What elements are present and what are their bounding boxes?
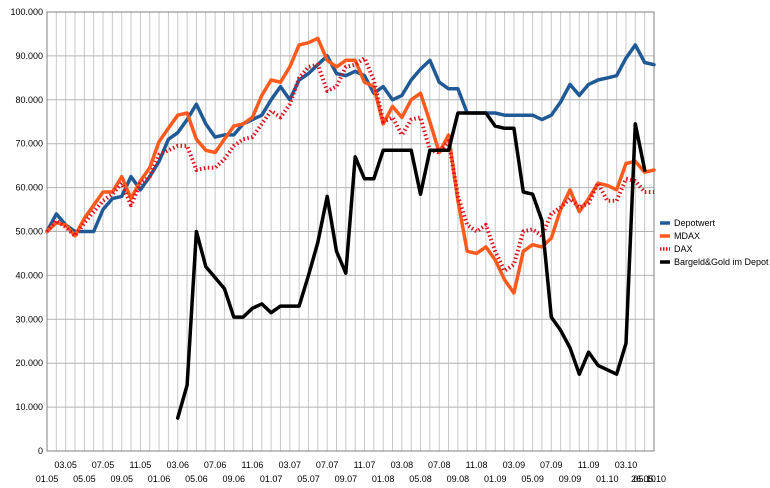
- y-tick-label: 100.000: [10, 7, 43, 17]
- y-tick-label: 60.000: [15, 183, 43, 193]
- y-tick-label: 30.000: [15, 314, 43, 324]
- series-lines: [45, 36, 656, 420]
- legend-label: DAX: [674, 244, 693, 254]
- legend-label: Bargeld&Gold im Depot: [674, 257, 769, 267]
- series-line-2: [45, 36, 656, 295]
- x-tick-label-bottom: 05.10: [633, 474, 656, 484]
- y-tick-label: 80.000: [15, 95, 43, 105]
- series-line-1: [45, 43, 656, 234]
- x-tick-label-top: 11.07: [354, 460, 376, 470]
- legend-label: Depotwert: [674, 218, 716, 228]
- x-tick-label-top: 11.08: [466, 460, 488, 470]
- x-tick-label-top: 03.07: [279, 460, 302, 470]
- x-tick-label-end: 26.05.10: [631, 474, 666, 484]
- x-tick-label-bottom: 09.06: [223, 474, 246, 484]
- x-tick-label-bottom: 01.05: [36, 474, 59, 484]
- x-tick-label-bottom: 01.10: [596, 474, 619, 484]
- legend: Depotwert MDAX DAX Bargeld&Gold im Depot: [660, 218, 769, 267]
- x-tick-label-bottom: 09.07: [335, 474, 358, 484]
- y-tick-label: 50.000: [15, 227, 43, 237]
- series-line-4: [175, 111, 647, 420]
- x-tick-label-top: 11.05: [129, 460, 151, 470]
- x-tick-label-bottom: 05.05: [73, 474, 96, 484]
- x-tick-label-top: 11.09: [578, 460, 600, 470]
- x-tick-label-top: 03.08: [391, 460, 414, 470]
- x-tick-label-bottom: 05.07: [297, 474, 320, 484]
- x-tick-label-top: 03.05: [54, 460, 77, 470]
- y-tick-label: 0: [38, 446, 43, 456]
- y-tick-label: 40.000: [15, 270, 43, 280]
- x-tick-label-top: 03.06: [166, 460, 189, 470]
- x-tick-label-top: 03.10: [615, 460, 638, 470]
- x-tick-label-top: 07.07: [316, 460, 339, 470]
- y-tick-label: 70.000: [15, 139, 43, 149]
- x-tick-label-bottom: 01.09: [484, 474, 507, 484]
- x-tick-label-bottom: 05.08: [409, 474, 432, 484]
- x-tick-label-top: 07.08: [428, 460, 451, 470]
- x-tick-label-bottom: 01.08: [372, 474, 395, 484]
- x-tick-label-top: 03.09: [503, 460, 526, 470]
- x-tick-label-bottom: 09.05: [110, 474, 133, 484]
- x-tick-label-top: 07.09: [540, 460, 563, 470]
- legend-label: MDAX: [674, 231, 700, 241]
- y-tick-label: 10.000: [15, 402, 43, 412]
- x-tick-label-top: 07.06: [204, 460, 227, 470]
- x-tick-label-bottom: 09.09: [559, 474, 582, 484]
- y-tick-label: 90.000: [15, 51, 43, 61]
- x-tick-label-top: 11.06: [242, 460, 264, 470]
- x-tick-label-bottom: 05.09: [521, 474, 544, 484]
- x-tick-label-bottom: 05.06: [185, 474, 208, 484]
- y-axis-tick-labels: 0 10.000 20.000 30.000 40.000 50.000 60.000 70.…: [10, 7, 43, 456]
- x-tick-label-bottom: 01.07: [260, 474, 283, 484]
- x-tick-label-top: 07.05: [92, 460, 115, 470]
- y-tick-label: 20.000: [15, 358, 43, 368]
- x-tick-label-bottom: 01.06: [148, 474, 171, 484]
- x-axis-tick-labels: 03.05 07.05 11.05 03.06 07.06 11.06 03.07 07.07…: [36, 460, 666, 484]
- x-tick-label-bottom: 09.08: [447, 474, 470, 484]
